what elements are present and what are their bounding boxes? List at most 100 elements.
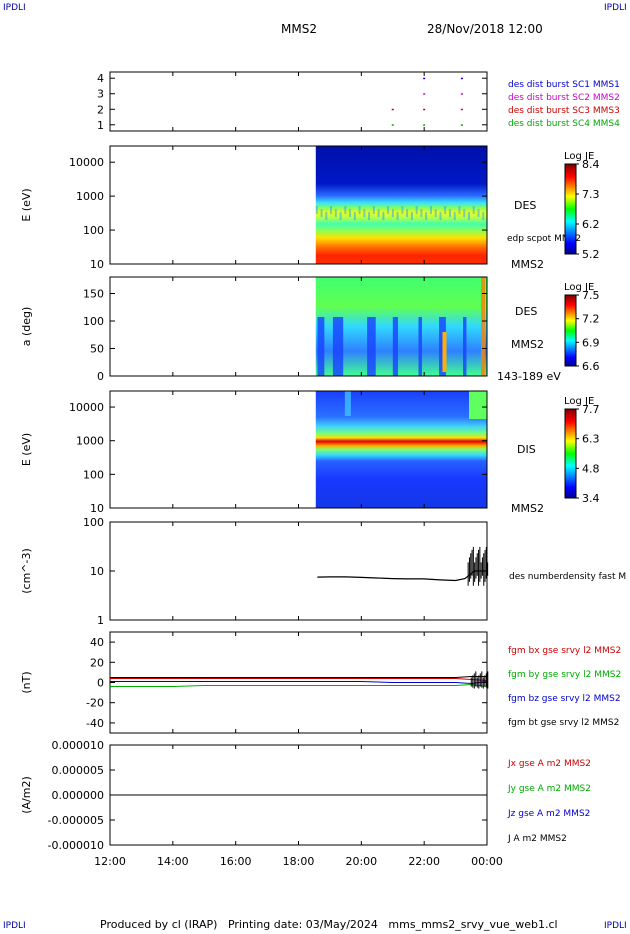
spectrogram-texture xyxy=(410,212,413,220)
des-energy-spectrogram xyxy=(315,146,487,264)
y-tick-label: 4 xyxy=(97,72,104,85)
y-tick-label: -20 xyxy=(86,697,104,710)
legend-current-1: Jx gse A m2 MMS2 xyxy=(507,759,591,769)
y-tick-label: 1000 xyxy=(76,190,104,203)
y-tick-label: -0.000010 xyxy=(48,839,104,852)
pitch-hotspot xyxy=(442,332,447,372)
y-tick-label: 100 xyxy=(83,315,104,328)
legend-bfield-4: fgm bt gse srvy l2 MMS2 xyxy=(508,718,619,728)
colorbar-tick-label: 7.3 xyxy=(582,188,600,201)
spectrogram-texture xyxy=(434,209,437,217)
burst-mark xyxy=(423,93,426,95)
panel-label-energy-range: 143-189 eV xyxy=(497,370,561,383)
y-tick-label: 10 xyxy=(90,565,104,578)
y-axis-label-1: E (eV) xyxy=(20,188,33,221)
pitch-dropout xyxy=(463,317,467,376)
y-tick-label: 150 xyxy=(83,288,104,301)
panel-frame-4 xyxy=(109,521,488,621)
y-tick-label: 0.000000 xyxy=(52,789,105,802)
spectrogram-texture xyxy=(315,206,318,214)
burst-mark xyxy=(423,124,426,126)
panel-label-mms2: MMS2 xyxy=(511,258,544,271)
y-tick-label: 0.000005 xyxy=(52,764,105,777)
spectrogram-texture xyxy=(363,209,366,217)
legend-bfield-2: fgm by gse srvy l2 MMS2 xyxy=(508,670,621,680)
datetime-title: 28/Nov/2018 12:00 xyxy=(427,22,543,36)
y-tick-label: -40 xyxy=(86,717,104,730)
des-pitch-spectrogram xyxy=(315,277,487,376)
colorbar-1 xyxy=(564,163,577,255)
colorbar-tick-label: 6.9 xyxy=(582,336,600,349)
y-tick-label: 10 xyxy=(90,502,104,515)
colorbar-tick-label: 7.5 xyxy=(582,289,600,302)
colorbar-tick-label: 6.2 xyxy=(582,218,600,231)
panel-label-scpot: edp scpot MMS2 xyxy=(507,234,581,244)
y-axis-label-4: (cm^-3) xyxy=(20,548,33,594)
burst-mark xyxy=(423,108,426,111)
pitch-dropout xyxy=(367,317,376,376)
dis-streak xyxy=(344,391,351,416)
burst-mark xyxy=(460,108,463,111)
y-tick-label: 3 xyxy=(97,88,104,101)
y-tick-label: 10000 xyxy=(69,156,104,169)
y-tick-label: 1 xyxy=(97,119,104,132)
spectrogram-texture xyxy=(401,206,404,214)
spectrogram-texture xyxy=(467,212,470,220)
colorbar-tick-label: 7.7 xyxy=(582,403,600,416)
y-tick-label: 20 xyxy=(90,656,104,669)
spectrogram-texture xyxy=(477,209,480,217)
bfield-line-1 xyxy=(110,677,488,681)
y-tick-label: 1000 xyxy=(76,435,104,448)
bfield-line-3 xyxy=(110,680,488,685)
x-tick-label: 00:00 xyxy=(471,855,503,868)
colorbar-title-1: Log JE xyxy=(564,151,594,162)
y-tick-label: 100 xyxy=(83,468,104,481)
colorbar-tick-label: 8.4 xyxy=(582,158,600,171)
spectrogram-texture xyxy=(396,212,399,220)
x-tick-label: 12:00 xyxy=(94,855,126,868)
pitch-dropout xyxy=(332,317,344,376)
pitch-edge xyxy=(481,277,485,376)
legend-density: des numberdensity fast M xyxy=(509,572,626,582)
colorbar-tick-label: 7.2 xyxy=(582,313,600,326)
y-tick-label: -0.000005 xyxy=(48,814,104,827)
legend-bfield-1: fgm bx gse srvy l2 MMS2 xyxy=(508,646,621,656)
spectrogram-texture xyxy=(330,206,333,214)
colorbar-tick-label: 6.3 xyxy=(582,433,600,446)
spectrogram-texture xyxy=(349,209,352,217)
x-tick-label: 22:00 xyxy=(408,855,440,868)
spectrogram-texture xyxy=(334,209,337,217)
spectrogram-texture xyxy=(377,209,380,217)
legend-bfield-3: fgm bz gse srvy l2 MMS2 xyxy=(508,694,621,704)
corner-label-bottom-right: IPDLI xyxy=(604,921,627,931)
dis-upper-patch xyxy=(469,391,487,419)
spectrogram-texture xyxy=(353,212,356,220)
spectrogram-texture xyxy=(358,206,361,214)
burst-mark xyxy=(460,77,463,80)
spectrogram-texture xyxy=(320,209,323,217)
y-axis-label-6: (A/m2) xyxy=(20,776,33,814)
colorbar-tick-label: 6.6 xyxy=(582,360,600,373)
x-tick-label: 14:00 xyxy=(157,855,189,868)
spectrogram-texture xyxy=(420,209,423,217)
spectrogram-texture xyxy=(448,209,451,217)
y-tick-label: 100 xyxy=(83,516,104,529)
spectrogram-texture xyxy=(382,212,385,220)
mission-title: MMS2 xyxy=(281,22,317,36)
x-tick-label: 16:00 xyxy=(220,855,252,868)
y-tick-label: 10000 xyxy=(69,401,104,414)
colorbar-tick-label: 5.2 xyxy=(582,248,600,261)
legend-2: des dist burst SC2 MMS2 xyxy=(508,93,620,103)
corner-label-top-right: IPDLI xyxy=(604,3,627,13)
y-axis-label-5: (nT) xyxy=(20,671,33,693)
y-axis-label-3: E (eV) xyxy=(20,433,33,466)
spectrogram-texture xyxy=(339,212,342,220)
burst-mark xyxy=(460,93,463,95)
y-tick-label: 100 xyxy=(83,224,104,237)
pitch-dropout xyxy=(392,317,398,376)
y-tick-label: 0 xyxy=(97,677,104,690)
y-tick-label: 2 xyxy=(97,103,104,116)
burst-mark xyxy=(391,108,394,111)
y-tick-label: 40 xyxy=(90,636,104,649)
